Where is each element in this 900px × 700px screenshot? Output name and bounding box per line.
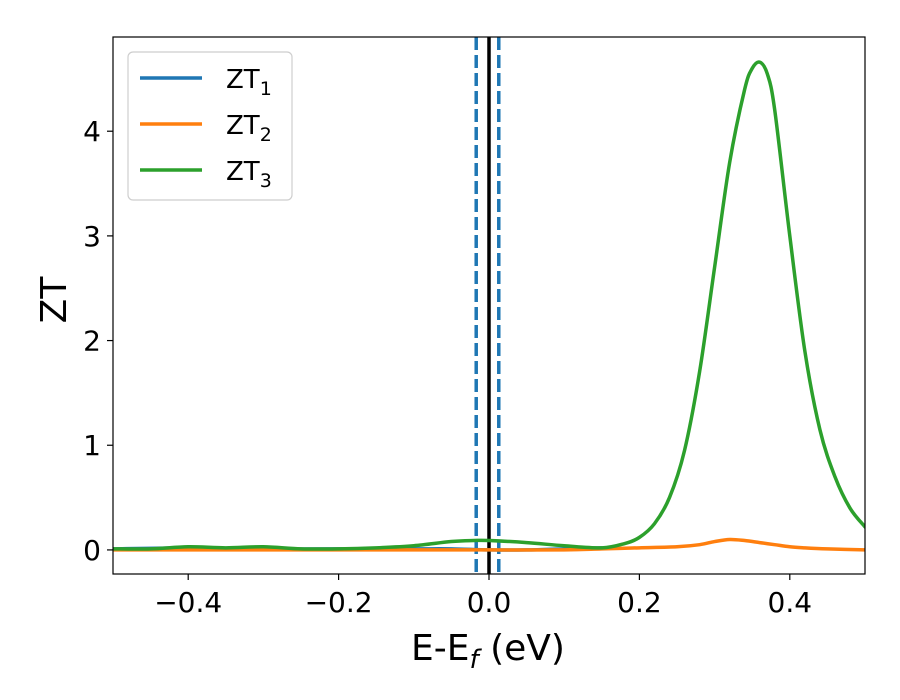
x-tick-label: 0.4 (768, 586, 813, 619)
legend: ZT1 ZT2 ZT3 (127, 51, 293, 201)
y-tick-label: 2 (83, 325, 101, 358)
y-tick-label: 3 (83, 220, 101, 253)
series-line-zt3 (113, 60, 865, 551)
x-tick-label: 0.0 (467, 586, 512, 619)
y-tick-label: 1 (83, 429, 101, 462)
x-axis-label: E-Ef (eV) (411, 628, 565, 675)
series-layer (113, 60, 865, 552)
legend-label-zt1: ZT1 (226, 65, 272, 100)
x-tick-label: −0.4 (154, 586, 222, 619)
legend-label-zt2: ZT2 (226, 111, 272, 146)
x-tick-label: 0.2 (617, 586, 662, 619)
y-tick-label: 0 (83, 534, 101, 567)
ticks: −0.4 −0.2 0.0 0.2 0.4 0 1 2 3 4 (83, 115, 812, 619)
vertical-reference-lines (474, 37, 501, 574)
y-axis-label: ZT (34, 276, 75, 324)
legend-label-zt3: ZT3 (226, 157, 272, 192)
y-tick-label: 4 (83, 115, 101, 148)
legend-box (127, 51, 293, 201)
x-tick-label: −0.2 (305, 586, 373, 619)
